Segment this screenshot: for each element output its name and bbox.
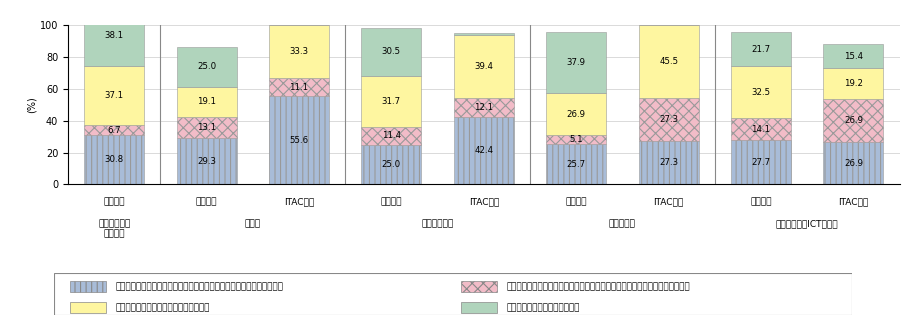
Bar	[177, 138, 236, 184]
Text: 15.4: 15.4	[843, 52, 863, 61]
Text: 37.9: 37.9	[567, 58, 585, 67]
Text: 新規事業や新たなビジネスモデルの創出（他産業・分野・レイヤーへの参入）: 新規事業や新たなビジネスモデルの創出（他産業・分野・レイヤーへの参入）	[506, 282, 690, 291]
Bar	[177, 86, 236, 117]
Bar	[454, 98, 514, 117]
Text: 27.3: 27.3	[659, 158, 679, 167]
Y-axis label: (%): (%)	[27, 97, 37, 113]
Text: 製造業: 製造業	[245, 219, 261, 228]
Bar	[824, 142, 883, 184]
Bar	[361, 127, 421, 145]
FancyBboxPatch shape	[461, 281, 496, 293]
Text: 11.4: 11.4	[381, 131, 401, 140]
FancyBboxPatch shape	[54, 273, 852, 315]
Text: 26.9: 26.9	[567, 110, 585, 119]
Text: 31.7: 31.7	[381, 97, 401, 106]
Bar	[731, 66, 791, 118]
Text: 既存事業やビジネスモデルの拡大や強化: 既存事業やビジネスモデルの拡大や強化	[116, 303, 210, 312]
Text: ITAC企業: ITAC企業	[653, 197, 684, 206]
Text: 25.7: 25.7	[566, 160, 586, 169]
Bar	[454, 33, 514, 35]
Text: サービス業: サービス業	[609, 219, 636, 228]
Text: 25.0: 25.0	[197, 62, 217, 71]
Text: 19.1: 19.1	[198, 97, 216, 106]
Text: 27.3: 27.3	[659, 115, 679, 124]
Text: 26.9: 26.9	[844, 116, 863, 125]
Bar	[824, 44, 883, 68]
FancyBboxPatch shape	[461, 301, 496, 313]
Text: 25.0: 25.0	[381, 160, 401, 169]
Bar	[546, 135, 606, 144]
Text: 27.7: 27.7	[751, 158, 771, 167]
Bar	[824, 99, 883, 142]
Bar	[84, 135, 144, 184]
Bar	[84, 66, 144, 125]
Text: 一般企業: 一般企業	[103, 197, 125, 206]
Bar	[731, 118, 791, 140]
Text: 38.1: 38.1	[104, 31, 124, 40]
Text: 37.1: 37.1	[104, 91, 124, 100]
Text: 一般企業: 一般企業	[750, 197, 772, 206]
Bar	[546, 93, 606, 135]
Text: 一般企業: 一般企業	[565, 197, 587, 206]
Bar	[454, 35, 514, 98]
Bar	[639, 141, 699, 184]
Bar	[361, 76, 421, 127]
FancyBboxPatch shape	[71, 301, 106, 313]
Bar	[177, 117, 236, 138]
Bar	[84, 125, 144, 135]
Bar	[269, 25, 329, 78]
Text: ITAC企業: ITAC企業	[838, 197, 869, 206]
Text: その他・特に方向は変わらない: その他・特に方向は変わらない	[506, 303, 580, 312]
Bar	[639, 98, 699, 141]
Text: 26.9: 26.9	[844, 159, 863, 168]
Text: 21.7: 21.7	[751, 45, 771, 53]
Text: ITAC企業: ITAC企業	[468, 197, 499, 206]
Text: 5.1: 5.1	[569, 135, 583, 144]
Text: 30.8: 30.8	[104, 156, 124, 164]
Bar	[177, 47, 236, 86]
Text: ITAC企業: ITAC企業	[284, 197, 314, 206]
Text: 一般企業: 一般企業	[381, 197, 402, 206]
Bar	[269, 78, 329, 96]
Bar	[269, 96, 329, 184]
Text: エネルギー・
インフラ: エネルギー・ インフラ	[98, 219, 130, 239]
Text: 新規事業や新たなビジネスモデルの創出（自社の産業・業種の範囲内）: 新規事業や新たなビジネスモデルの創出（自社の産業・業種の範囲内）	[116, 282, 284, 291]
Bar	[824, 68, 883, 99]
Text: 29.3: 29.3	[198, 157, 216, 166]
Text: 30.5: 30.5	[381, 47, 401, 56]
Bar	[361, 145, 421, 184]
Text: 6.7: 6.7	[107, 126, 121, 135]
Bar	[731, 140, 791, 184]
Text: 19.2: 19.2	[844, 79, 863, 88]
Text: 商業・流通業: 商業・流通業	[421, 219, 454, 228]
FancyBboxPatch shape	[71, 281, 106, 293]
Bar	[454, 117, 514, 184]
Text: 55.6: 55.6	[289, 136, 309, 145]
Bar	[546, 144, 606, 184]
Text: 11.1: 11.1	[289, 83, 309, 92]
Text: 33.3: 33.3	[289, 47, 309, 56]
Bar	[731, 32, 791, 66]
Text: 情報通信業（ICT企業）: 情報通信業（ICT企業）	[776, 219, 839, 228]
Bar	[546, 32, 606, 93]
Bar	[84, 5, 144, 66]
Text: 45.5: 45.5	[659, 57, 679, 66]
Text: 14.1: 14.1	[751, 125, 771, 134]
Text: 一般企業: 一般企業	[196, 197, 217, 206]
Text: 12.1: 12.1	[474, 103, 494, 112]
Bar	[361, 28, 421, 76]
Text: 42.4: 42.4	[474, 146, 494, 155]
Text: 39.4: 39.4	[475, 62, 493, 71]
Text: 32.5: 32.5	[751, 88, 771, 97]
Bar	[639, 25, 699, 98]
Text: 13.1: 13.1	[197, 123, 217, 132]
